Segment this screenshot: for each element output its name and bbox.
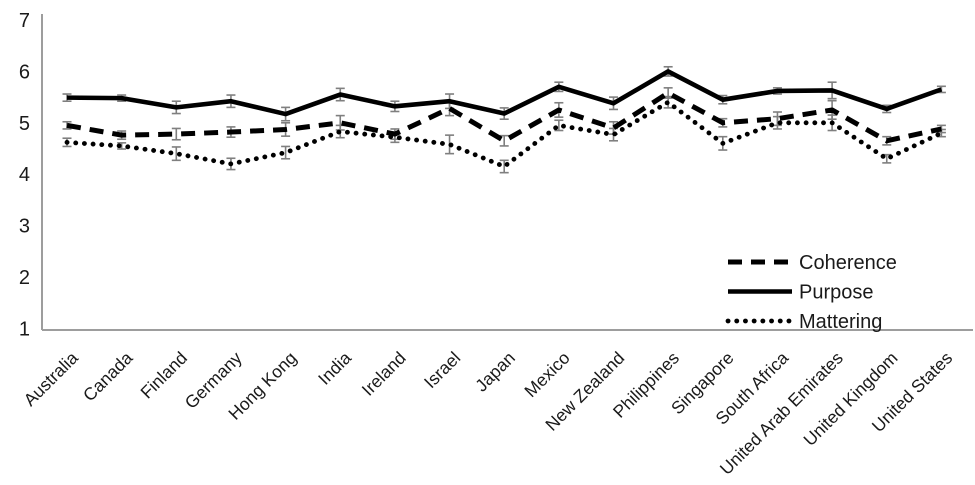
y-tick-label-3: 3 (19, 216, 30, 238)
x-category-label-united-kingdom: United Kingdom (799, 348, 901, 450)
y-tick-label-4: 4 (19, 164, 30, 186)
legend-label-purpose: Purpose (799, 282, 874, 304)
series-layer (64, 69, 944, 169)
y-tick-label-7: 7 (19, 10, 30, 32)
y-tick-label-5: 5 (19, 113, 30, 135)
x-category-label-mexico: Mexico (520, 348, 573, 401)
x-category-label-finland: Finland (136, 348, 191, 403)
x-category-label-japan: Japan (471, 348, 519, 396)
series-line-purpose (66, 69, 943, 117)
x-category-label-ireland: Ireland (358, 348, 410, 400)
legend-label-coherence: Coherence (799, 252, 897, 274)
y-tick-label-1: 1 (19, 318, 30, 340)
x-category-label-india: India (314, 348, 355, 389)
y-axis-tick-labels: 1 2 3 4 5 6 7 (19, 10, 30, 340)
x-category-label-canada: Canada (79, 348, 137, 406)
series-line-mattering (64, 99, 944, 169)
x-category-label-australia: Australia (20, 348, 82, 410)
legend: Coherence Purpose Mattering (725, 252, 897, 333)
series-line-coherence (66, 90, 942, 144)
y-tick-label-2: 2 (19, 267, 30, 289)
legend-label-mattering: Mattering (799, 311, 882, 333)
y-tick-label-6: 6 (19, 61, 30, 83)
x-category-label-israel: Israel (420, 348, 464, 392)
